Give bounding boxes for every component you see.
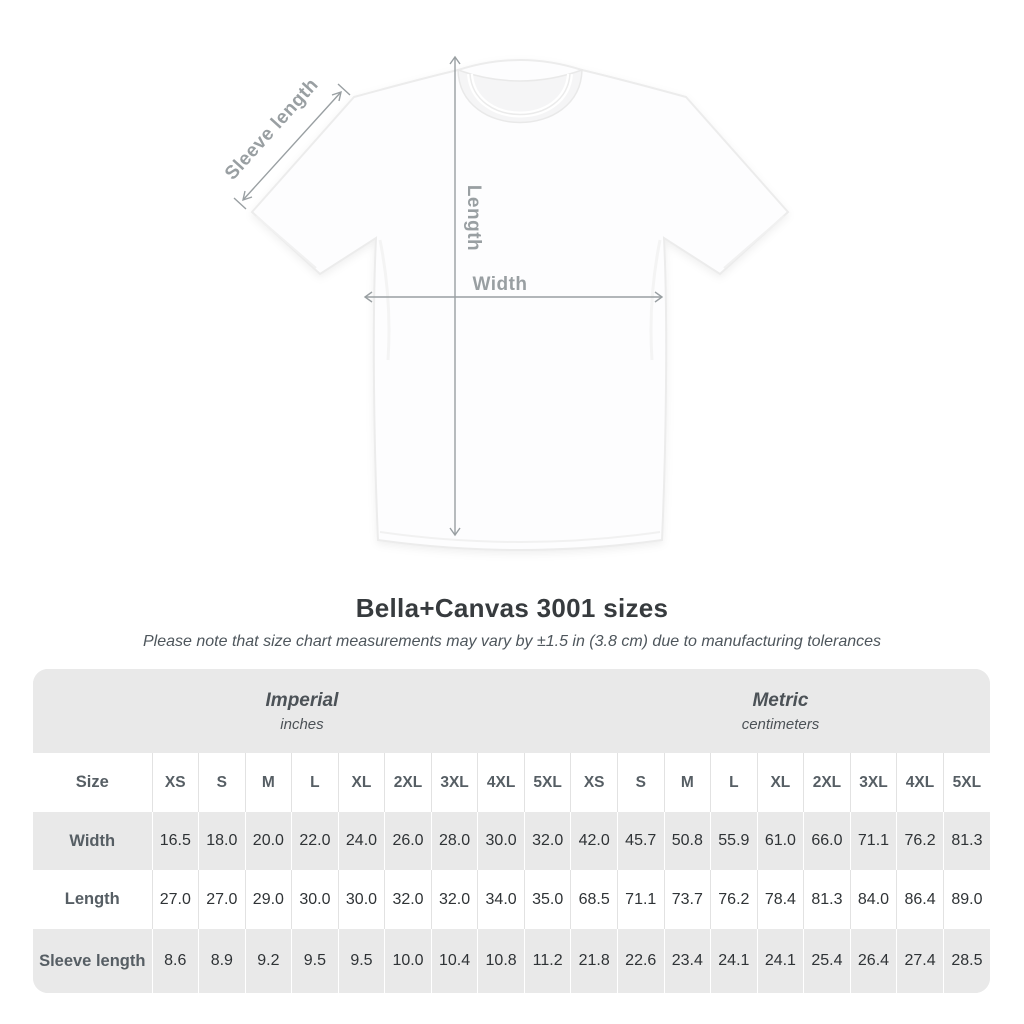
size-row-label: Size — [33, 753, 152, 812]
measurement-cell-metric: 22.6 — [616, 929, 665, 993]
measurement-cell-metric: 24.1 — [710, 929, 758, 993]
measurement-cell-metric: 76.2 — [896, 812, 944, 870]
size-header-imperial-xs: XS — [151, 753, 199, 812]
measurement-cell-metric: 55.9 — [710, 812, 758, 870]
measurement-cell-metric: 84.0 — [849, 870, 897, 929]
measurement-cell-metric: 45.7 — [616, 812, 665, 870]
tshirt-graphic — [250, 59, 790, 551]
measurement-cell-metric: 42.0 — [570, 812, 618, 870]
measurement-cell-imperial: 32.0 — [523, 812, 571, 870]
size-header-metric-3xl: 3XL — [849, 753, 897, 812]
size-header-imperial-3xl: 3XL — [430, 753, 478, 812]
measurement-cell-imperial: 9.2 — [244, 929, 292, 993]
measurement-cell-imperial: 30.0 — [291, 870, 339, 929]
measurement-cell-imperial: 27.0 — [151, 870, 199, 929]
size-table-card: Imperial inches Metric centimeters Size … — [33, 669, 990, 993]
imperial-group-title: Imperial — [265, 689, 339, 711]
measurement-cell-metric: 73.7 — [663, 870, 711, 929]
size-header-metric-4xl: 4XL — [896, 753, 944, 812]
measurement-cell-metric: 28.5 — [942, 929, 990, 993]
measurement-cell-imperial: 10.0 — [384, 929, 432, 993]
measurement-cell-imperial: 30.0 — [337, 870, 385, 929]
imperial-group-unit: inches — [280, 715, 324, 733]
imperial-group-header: Imperial inches — [33, 669, 571, 753]
size-header-imperial-l: L — [291, 753, 339, 812]
measurement-cell-metric: 76.2 — [710, 870, 758, 929]
measurement-cell-imperial: 10.8 — [477, 929, 525, 993]
sleeve-length-row-label: Sleeve length — [33, 929, 152, 993]
measurement-cell-imperial: 24.0 — [337, 812, 385, 870]
measurement-cell-imperial: 26.0 — [384, 812, 432, 870]
measurement-cell-metric: 26.4 — [849, 929, 897, 993]
measurement-cell-metric: 68.5 — [570, 870, 618, 929]
measurement-cell-metric: 71.1 — [849, 812, 897, 870]
measurement-cell-metric: 24.1 — [756, 929, 804, 993]
measurement-cell-imperial: 9.5 — [291, 929, 339, 993]
measurement-cell-imperial: 28.0 — [430, 812, 478, 870]
measurement-cell-metric: 66.0 — [803, 812, 851, 870]
metric-group-header: Metric centimeters — [570, 669, 990, 753]
length-row: Length 27.0 27.0 29.0 30.0 30.0 32.0 32.0 34.0 3… — [33, 870, 990, 929]
measurement-cell-imperial: 11.2 — [523, 929, 571, 993]
measurement-cell-metric: 21.8 — [570, 929, 618, 993]
measurement-cell-metric: 89.0 — [942, 870, 990, 929]
width-row: Width 16.5 18.0 20.0 22.0 24.0 26.0 28.0 30.0 32… — [33, 812, 990, 870]
size-header-metric-m: M — [663, 753, 711, 812]
measurement-cell-imperial: 10.4 — [430, 929, 478, 993]
measurement-cell-imperial: 35.0 — [523, 870, 571, 929]
size-header-metric-l: L — [710, 753, 758, 812]
measurement-cell-metric: 23.4 — [663, 929, 711, 993]
width-dimension — [363, 291, 664, 303]
measurement-cell-imperial: 8.6 — [151, 929, 199, 993]
sleeve-length-row: Sleeve length 8.6 8.9 9.2 9.5 9.5 10.0 10.4 10.… — [33, 929, 990, 993]
length-row-label: Length — [33, 870, 152, 929]
size-header-imperial-2xl: 2XL — [384, 753, 432, 812]
measurement-cell-metric: 71.1 — [616, 870, 665, 929]
metric-group-unit: centimeters — [741, 715, 820, 733]
size-table: Imperial inches Metric centimeters Size … — [33, 669, 990, 993]
size-header-metric-5xl: 5XL — [942, 753, 990, 812]
measurement-cell-imperial: 16.5 — [151, 812, 199, 870]
measurement-cell-imperial: 32.0 — [384, 870, 432, 929]
measurement-cell-imperial: 9.5 — [337, 929, 385, 993]
measurement-cell-metric: 81.3 — [942, 812, 990, 870]
size-header-imperial-m: M — [244, 753, 292, 812]
measurement-cell-imperial: 30.0 — [477, 812, 525, 870]
size-header-row: Size XS S M L XL 2XL 3XL 4XL 5XL XS S M L XL 2XL 3XL 4XL… — [33, 753, 990, 812]
measurement-cell-imperial: 34.0 — [477, 870, 525, 929]
measurement-cell-metric: 25.4 — [803, 929, 851, 993]
length-dimension — [449, 55, 461, 537]
measurement-cell-imperial: 20.0 — [244, 812, 292, 870]
page-subtitle: Please note that size chart measurements… — [142, 633, 882, 650]
width-row-label: Width — [33, 812, 152, 870]
sleeve-length-dimension — [233, 83, 351, 210]
measurement-cell-imperial: 22.0 — [291, 812, 339, 870]
size-header-metric-xs: XS — [570, 753, 618, 812]
length-label: Length — [463, 185, 484, 251]
size-header-imperial-s: S — [198, 753, 246, 812]
measurement-cell-metric: 61.0 — [756, 812, 804, 870]
measurement-cell-metric: 78.4 — [756, 870, 804, 929]
width-label: Width — [472, 274, 527, 295]
measurement-cell-metric: 50.8 — [663, 812, 711, 870]
unit-group-row: Imperial inches Metric centimeters — [33, 669, 990, 753]
measurement-cell-imperial: 32.0 — [430, 870, 478, 929]
size-header-imperial-5xl: 5XL — [523, 753, 571, 812]
tshirt-diagram: Sleeve length Length Width — [221, 55, 790, 551]
measurement-cell-imperial: 18.0 — [198, 812, 246, 870]
page-title: Bella+Canvas 3001 sizes — [355, 593, 669, 623]
measurement-cell-metric: 86.4 — [896, 870, 944, 929]
size-header-metric-xl: XL — [756, 753, 804, 812]
measurement-cell-imperial: 8.9 — [198, 929, 246, 993]
measurement-cell-imperial: 27.0 — [198, 870, 246, 929]
measurement-cell-metric: 27.4 — [896, 929, 944, 993]
size-header-imperial-4xl: 4XL — [477, 753, 525, 812]
size-header-imperial-xl: XL — [337, 753, 385, 812]
measurement-cell-metric: 81.3 — [803, 870, 851, 929]
metric-group-title: Metric — [752, 689, 809, 711]
measurement-cell-imperial: 29.0 — [244, 870, 292, 929]
size-header-metric-2xl: 2XL — [803, 753, 851, 812]
size-header-metric-s: S — [616, 753, 665, 812]
